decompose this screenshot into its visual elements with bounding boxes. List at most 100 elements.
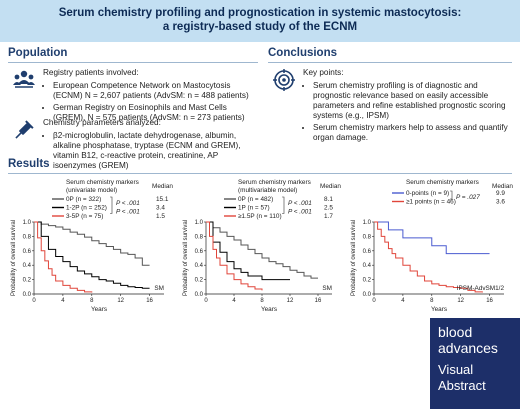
median-value-0: 15.1: [156, 196, 169, 203]
y-tick-label-1: 0.2: [23, 278, 32, 284]
chemistry-block: Chemistry parameters analyzed: β2-microg…: [43, 118, 258, 173]
p-value-0: P < .001: [288, 200, 312, 207]
y-tick-label-4: 0.8: [363, 234, 372, 240]
key-points-label: Key points:: [303, 68, 344, 77]
y-tick-label-0: 0.0: [195, 292, 204, 298]
legend-label-2: 3-5P (n = 75): [66, 213, 103, 220]
registry-block: Registry patients involved: European Com…: [43, 68, 258, 125]
legend-label-0: 0P (n = 482): [238, 196, 273, 203]
chart-annotation: SM: [322, 285, 332, 292]
legend-label-0: 0P (n = 322): [66, 196, 101, 203]
legend-title: Serum chemistry markers: [406, 179, 479, 186]
median-value-0: 8.1: [324, 196, 333, 203]
conclusions-rule: [268, 62, 512, 63]
x-tick-label-0: 0: [204, 298, 208, 304]
p-value-0: P < .001: [116, 200, 140, 207]
results-heading: Results: [8, 158, 50, 170]
y-tick-label-1: 0.2: [363, 278, 372, 284]
y-axis-label: Probability of overall survival: [11, 220, 17, 296]
chem-item-parameters: β2-microglobulin, lactate dehydrogenase,…: [53, 131, 258, 171]
p-value-1: P < .001: [288, 209, 312, 216]
y-tick-label-3: 0.6: [195, 249, 204, 255]
title-line-2: a registry-based study of the ECNM: [162, 21, 358, 33]
conclusion-item-2: Serum chemistry markers help to assess a…: [313, 123, 511, 143]
population-heading: Population: [8, 47, 68, 59]
registry-item-grem: German Registry on Eosinophils and Mast …: [53, 103, 258, 123]
x-tick-label-1: 4: [401, 298, 405, 304]
y-tick-label-5: 1.0: [195, 220, 204, 226]
brand-line-1: blood: [438, 324, 473, 340]
key-points-block: Key points: Serum chemistry profiling is…: [303, 68, 511, 145]
legend-title-model: (univariate model): [66, 187, 117, 194]
median-header: Median: [152, 183, 173, 190]
km-chart-ipsm: Serum chemistry markers Median 0-points (n…: [351, 179, 513, 313]
median-header: Median: [320, 183, 341, 190]
y-tick-label-0: 0.0: [23, 292, 32, 298]
x-tick-label-1: 4: [61, 298, 65, 304]
x-tick-label-1: 4: [232, 298, 236, 304]
km-curve-0: [34, 221, 150, 266]
results-rule: [8, 173, 512, 174]
x-tick-label-4: 16: [146, 298, 153, 304]
title-banner: Serum chemistry profiling and prognostic…: [0, 0, 520, 42]
median-value-2: 1.5: [156, 213, 165, 220]
brand-line-2: advances: [438, 340, 498, 356]
people-icon: [13, 70, 35, 88]
x-tick-label-2: 8: [260, 298, 264, 304]
target-icon: [273, 69, 295, 91]
y-tick-label-3: 0.6: [23, 249, 32, 255]
median-value-1: 2.5: [324, 205, 333, 212]
p-value-1: P < .001: [116, 209, 140, 216]
y-tick-label-4: 0.8: [195, 234, 204, 240]
p-bracket: [110, 196, 113, 214]
x-tick-label-3: 12: [117, 298, 124, 304]
chart-annotation: SM: [154, 285, 164, 292]
x-axis-label: Years: [91, 306, 107, 313]
x-tick-label-4: 16: [315, 298, 322, 304]
legend-label-1: ≥1 points (n = 46): [406, 199, 456, 206]
p-value-0: P = .027: [456, 194, 480, 201]
median-value-2: 1.7: [324, 213, 333, 220]
median-header: Median: [492, 183, 513, 190]
median-value-1: 3.4: [156, 205, 165, 212]
x-tick-label-2: 8: [90, 298, 94, 304]
brand-line-4: Abstract: [438, 378, 486, 393]
x-tick-label-0: 0: [372, 298, 376, 304]
legend-title-model: (multivariable model): [238, 187, 297, 194]
brand-line-3: Visual: [438, 362, 474, 377]
conclusion-item-1: Serum chemistry profiling is of diagnost…: [313, 81, 511, 121]
population-rule: [8, 62, 258, 63]
title-line-1: Serum chemistry profiling and prognostic…: [58, 7, 462, 19]
registry-intro: Registry patients involved:: [43, 68, 139, 77]
median-value-1: 3.6: [496, 199, 505, 206]
legend-label-1: 1-2P (n = 252): [66, 205, 107, 212]
x-tick-label-3: 12: [457, 298, 464, 304]
legend-title: Serum chemistry markers: [238, 179, 311, 186]
km-curve-0: [374, 221, 490, 255]
y-tick-label-2: 0.4: [195, 263, 204, 269]
y-tick-label-2: 0.4: [363, 263, 372, 269]
legend-label-2: ≥1.5P (n = 110): [238, 213, 282, 220]
median-value-0: 9.9: [496, 190, 505, 197]
registry-item-ecnm: European Competence Network on Mastocyto…: [53, 81, 258, 101]
y-tick-label-5: 1.0: [363, 220, 372, 226]
x-tick-label-0: 0: [32, 298, 36, 304]
km-chart-multivariable: Serum chemistry markers(multivariable mo…: [183, 179, 341, 313]
blood-advances-logo: blood advances Visual Abstract: [430, 318, 520, 409]
y-tick-label-0: 0.0: [363, 292, 372, 298]
x-tick-label-3: 12: [287, 298, 294, 304]
syringe-icon: [15, 120, 34, 139]
y-axis-label: Probability of overall survival: [351, 220, 357, 296]
y-tick-label-2: 0.4: [23, 263, 32, 269]
y-tick-label-3: 0.6: [363, 249, 372, 255]
p-bracket: [282, 196, 285, 214]
legend-label-0: 0-points (n = 9): [406, 190, 449, 197]
legend-label-1: 1P (n = 57): [238, 205, 270, 212]
y-axis-label: Probability of overall survival: [183, 220, 189, 296]
km-chart-univariate: Serum chemistry markers(univariate model…: [11, 179, 173, 313]
km-curve-1: [374, 221, 483, 293]
x-tick-label-2: 8: [430, 298, 434, 304]
chart-annotation: IPSM-AdvSM1/2: [457, 285, 505, 292]
chem-intro: Chemistry parameters analyzed:: [43, 118, 161, 127]
y-tick-label-4: 0.8: [23, 234, 32, 240]
